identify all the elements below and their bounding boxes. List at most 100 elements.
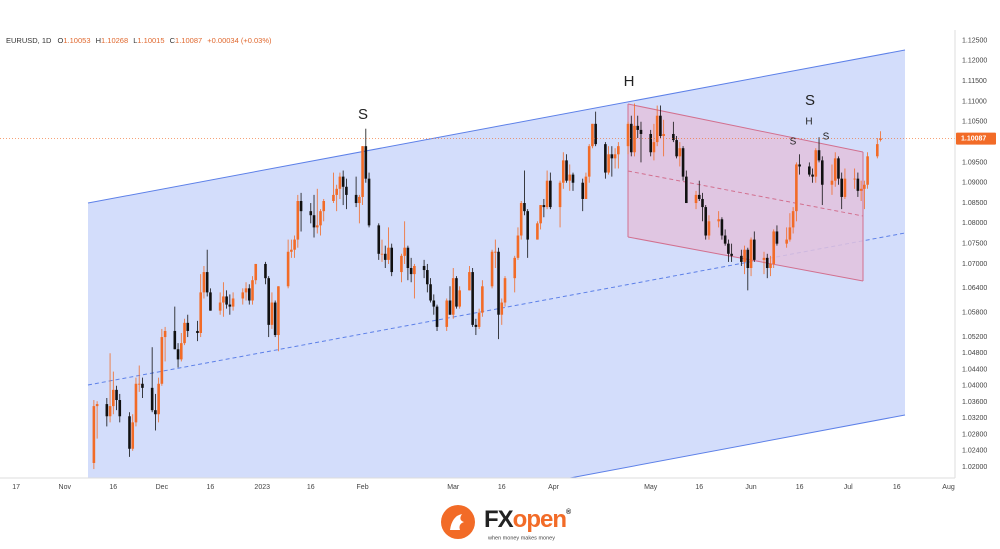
candle-body bbox=[112, 389, 115, 407]
y-tick-label: 1.03600 bbox=[962, 399, 987, 406]
candle-body bbox=[581, 182, 585, 199]
candle-body bbox=[840, 178, 843, 197]
candle-body bbox=[358, 196, 361, 204]
time-axis-bg bbox=[0, 478, 1000, 498]
candle-body bbox=[814, 150, 818, 177]
candle-body bbox=[264, 263, 267, 279]
candle-body bbox=[571, 174, 575, 183]
candle-body bbox=[678, 148, 682, 157]
candle-body bbox=[519, 203, 523, 236]
candle-body bbox=[526, 211, 529, 240]
candle-body bbox=[856, 178, 860, 191]
candle-body bbox=[765, 257, 769, 269]
candle-body bbox=[154, 410, 157, 415]
logo-mark: ® bbox=[566, 508, 572, 516]
candle-body bbox=[565, 160, 568, 181]
candle-body bbox=[231, 298, 235, 307]
y-tick-label: 1.07500 bbox=[962, 240, 987, 247]
candle-body bbox=[652, 142, 656, 153]
plot bbox=[0, 103, 955, 470]
candle-body bbox=[92, 406, 96, 463]
x-tick-label: May bbox=[644, 484, 658, 491]
x-tick-label: Mar bbox=[447, 484, 460, 491]
candle-body bbox=[131, 422, 135, 449]
x-tick-label: Aug bbox=[942, 484, 955, 491]
flag-upper bbox=[627, 103, 864, 153]
candle-body bbox=[426, 270, 429, 285]
candle-body bbox=[539, 205, 542, 224]
y-tick-label: 1.02400 bbox=[962, 448, 987, 455]
candle-body bbox=[863, 184, 866, 189]
candle-body bbox=[516, 235, 520, 258]
candle-body bbox=[723, 235, 727, 244]
x-tick-label: Apr bbox=[548, 484, 560, 491]
logo-suffix: open bbox=[513, 506, 567, 533]
channel-lower bbox=[569, 414, 906, 479]
candle-body bbox=[762, 257, 766, 260]
x-tick-label: 16 bbox=[498, 484, 506, 491]
candle-body bbox=[105, 404, 109, 417]
candle-body bbox=[503, 278, 507, 303]
candle-body bbox=[536, 223, 539, 240]
candle-body bbox=[775, 231, 779, 244]
candle-body bbox=[422, 265, 426, 271]
candle-body bbox=[390, 247, 394, 273]
candle-body bbox=[108, 406, 112, 417]
candle-body bbox=[435, 306, 439, 327]
candle-body bbox=[707, 221, 711, 236]
candle-body bbox=[545, 180, 549, 208]
candle-body bbox=[788, 227, 792, 240]
candle-body bbox=[222, 296, 225, 303]
candle-body bbox=[876, 144, 879, 157]
candle-body bbox=[607, 154, 610, 173]
candle-body bbox=[523, 203, 526, 212]
candle-body bbox=[296, 200, 300, 240]
candle-body bbox=[749, 239, 753, 269]
logo-prefix: FX bbox=[484, 506, 514, 533]
candle-body bbox=[225, 296, 228, 305]
candle-body bbox=[128, 416, 131, 449]
y-tick-label: 1.09000 bbox=[962, 180, 987, 187]
candle-body bbox=[629, 123, 633, 153]
candle-body bbox=[315, 225, 319, 228]
annotation: S bbox=[805, 92, 815, 109]
candle-body bbox=[490, 251, 494, 287]
candle-body bbox=[319, 211, 322, 226]
candle-body bbox=[293, 239, 296, 250]
candle-body bbox=[244, 288, 248, 293]
drawings bbox=[87, 49, 906, 479]
candle-body bbox=[727, 243, 730, 254]
y-tick-label: 1.11500 bbox=[962, 78, 987, 85]
logo-glyph bbox=[450, 514, 464, 530]
ohlc-value: 1.10268 bbox=[101, 36, 128, 45]
candle-body bbox=[228, 304, 232, 307]
channel-upper bbox=[87, 49, 906, 204]
candle-body bbox=[406, 247, 410, 269]
candle-body bbox=[798, 164, 801, 167]
candle-body bbox=[701, 198, 704, 208]
x-tick-label: 16 bbox=[695, 484, 703, 491]
candle-body bbox=[746, 249, 750, 269]
x-tick-label: 17 bbox=[12, 484, 20, 491]
candle-body bbox=[494, 251, 497, 253]
y-tick-label: 1.02800 bbox=[962, 431, 987, 438]
candle-body bbox=[354, 194, 358, 204]
candle-body bbox=[769, 263, 772, 269]
candle-body bbox=[795, 164, 798, 212]
candle-body bbox=[604, 144, 607, 173]
y-tick-label: 1.04400 bbox=[962, 366, 987, 373]
candle-body bbox=[685, 176, 688, 204]
candle-body bbox=[477, 312, 481, 327]
x-tick-label: Jul bbox=[844, 484, 853, 491]
x-tick-label: Dec bbox=[156, 484, 169, 491]
candle-body bbox=[474, 324, 478, 327]
x-tick-label: Feb bbox=[357, 484, 369, 491]
y-tick-label: 1.02000 bbox=[962, 464, 987, 471]
candle-body bbox=[173, 330, 177, 350]
candle-body bbox=[218, 302, 222, 311]
candle-body bbox=[254, 263, 258, 281]
candle-body bbox=[455, 278, 458, 307]
candle-body bbox=[451, 278, 455, 315]
candle-body bbox=[118, 400, 122, 417]
candle-body bbox=[429, 284, 432, 301]
